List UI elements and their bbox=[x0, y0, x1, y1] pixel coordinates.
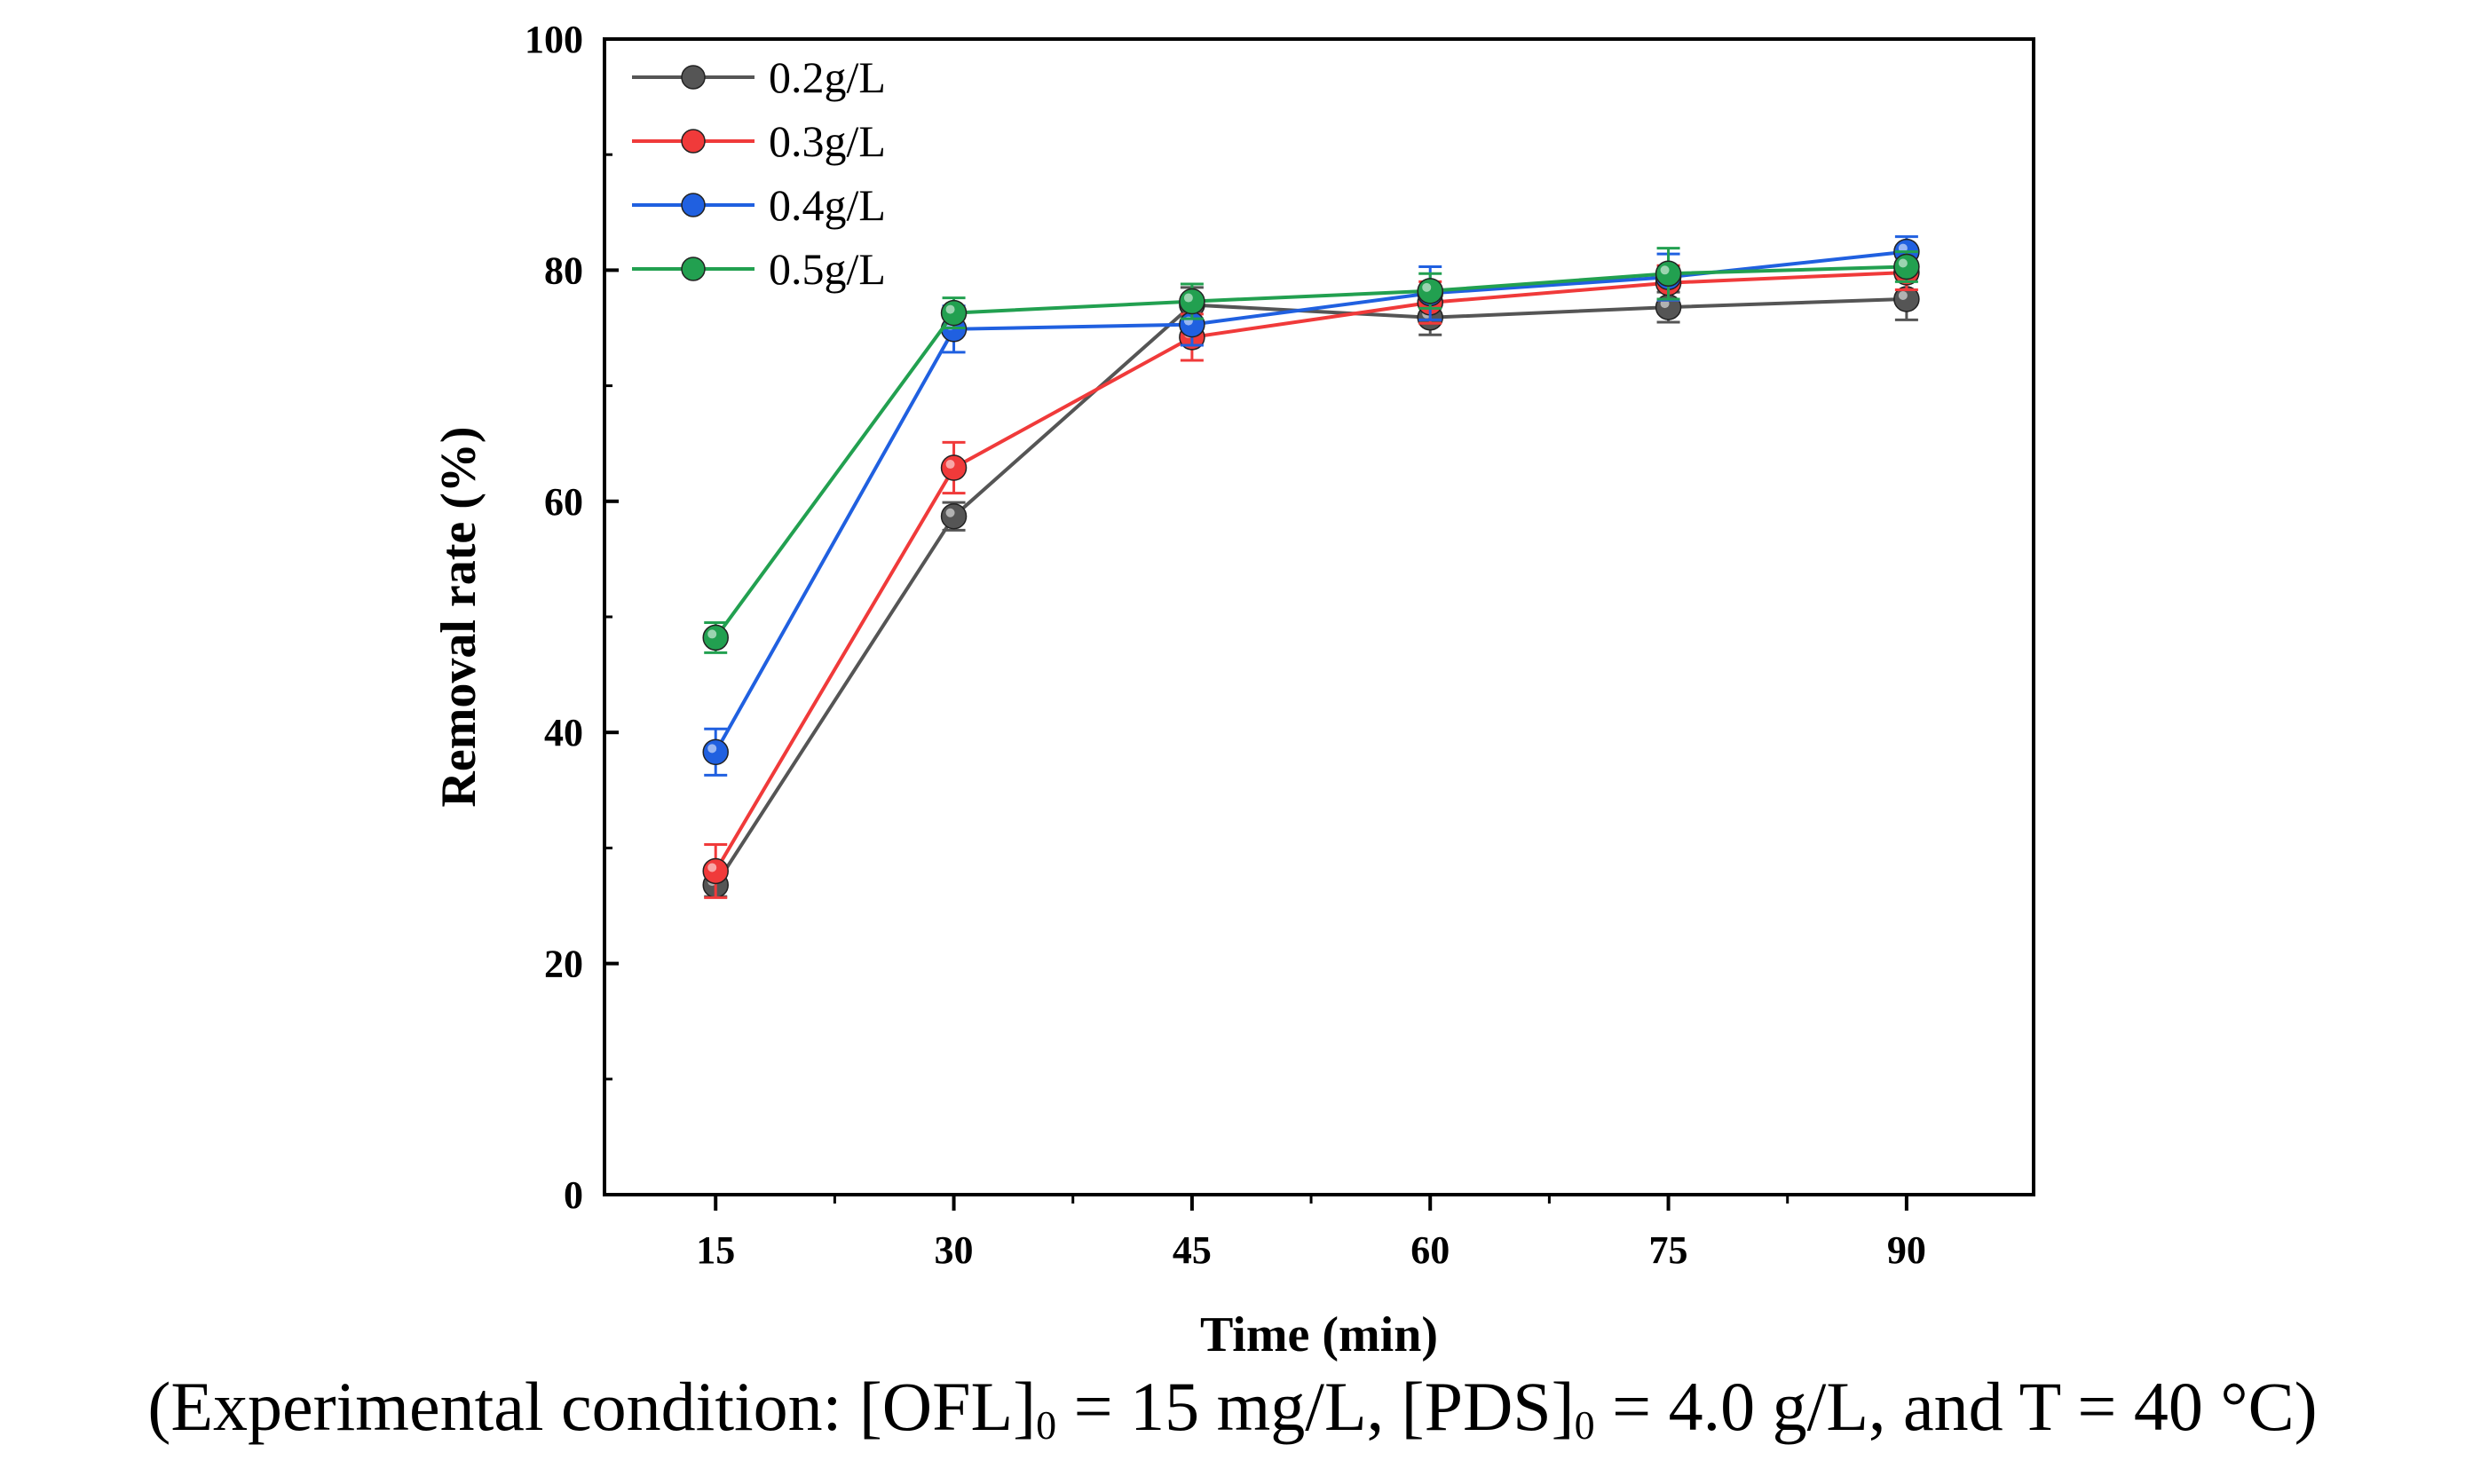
series-line bbox=[714, 249, 1908, 754]
x-tick-label: 15 bbox=[696, 1228, 735, 1272]
y-tick-label: 100 bbox=[525, 18, 583, 61]
data-point bbox=[1179, 288, 1205, 315]
y-tick-label: 0 bbox=[564, 1173, 583, 1217]
data-point-highlight bbox=[707, 863, 717, 872]
legend-marker bbox=[681, 129, 706, 154]
y-axis-title: Removal rate (%) bbox=[431, 426, 486, 807]
data-point-highlight bbox=[945, 304, 955, 314]
legend: 0.2g/L 0.3g/L 0.4g/L 0.5g/L bbox=[632, 52, 886, 294]
series-0.4g/L bbox=[702, 235, 1920, 777]
data-point bbox=[702, 624, 729, 651]
series-0.3g/L bbox=[702, 253, 1920, 899]
series-line bbox=[714, 296, 1907, 887]
x-axis-title: Time (min) bbox=[1200, 1307, 1438, 1362]
data-point-highlight bbox=[707, 744, 717, 754]
legend-label: 0.4g/L bbox=[769, 180, 886, 230]
caption-sub-ofl: 0 bbox=[1036, 1402, 1057, 1448]
data-point bbox=[940, 454, 968, 481]
x-tick-label: 45 bbox=[1173, 1228, 1212, 1272]
caption-mid-2: = 4.0 g/L, and T = 40 °C) bbox=[1594, 1368, 2318, 1445]
data-point bbox=[702, 738, 729, 766]
y-tick-label: 20 bbox=[544, 943, 583, 986]
y-tick-label: 60 bbox=[544, 480, 583, 524]
data-point bbox=[1655, 260, 1682, 288]
x-tick-label: 60 bbox=[1410, 1228, 1450, 1272]
legend-marker bbox=[681, 193, 706, 217]
data-point bbox=[702, 857, 729, 885]
y-tick-label: 40 bbox=[544, 711, 583, 754]
x-tick-label: 75 bbox=[1649, 1228, 1688, 1272]
data-point bbox=[940, 299, 968, 327]
data-point bbox=[1893, 253, 1920, 280]
data-point-highlight bbox=[945, 508, 955, 517]
data-point-highlight bbox=[1898, 290, 1908, 300]
x-tick-label: 90 bbox=[1887, 1228, 1926, 1272]
legend-label: 0.3g/L bbox=[769, 116, 886, 166]
data-point-highlight bbox=[945, 460, 955, 470]
series-0.2g/L bbox=[702, 277, 1920, 898]
legend-marker bbox=[681, 65, 706, 90]
data-point-highlight bbox=[1660, 265, 1670, 275]
experimental-condition-caption: (Experimental condition: [OFL]0 = 15 mg/… bbox=[0, 1367, 2465, 1448]
data-point bbox=[940, 502, 968, 530]
series-line bbox=[714, 264, 1907, 639]
x-tick-label: 30 bbox=[935, 1228, 974, 1272]
data-point bbox=[1417, 278, 1443, 304]
series-line bbox=[714, 271, 1907, 872]
series-layer bbox=[702, 235, 1920, 899]
data-point-highlight bbox=[1422, 282, 1432, 292]
data-point-highlight bbox=[1183, 293, 1193, 303]
data-point-highlight bbox=[707, 629, 717, 639]
data-point-highlight bbox=[1898, 258, 1908, 268]
caption-sub-pds: 0 bbox=[1574, 1402, 1595, 1448]
legend-label: 0.5g/L bbox=[769, 244, 886, 294]
line-chart: 0 20 40 60 80 100 15 30 45 60 75 90 0.2g/L 0.3g/L 0.4… bbox=[431, 18, 2035, 1362]
y-tick-label: 80 bbox=[544, 249, 583, 292]
series-0.5g/L bbox=[702, 247, 1920, 654]
legend-label: 0.2g/L bbox=[769, 52, 886, 102]
caption-prefix: (Experimental condition: [OFL] bbox=[147, 1368, 1037, 1445]
caption-mid-1: = 15 mg/L, [PDS] bbox=[1056, 1368, 1575, 1445]
axes: 0 20 40 60 80 100 15 30 45 60 75 90 bbox=[525, 18, 1926, 1272]
legend-marker bbox=[681, 257, 706, 281]
